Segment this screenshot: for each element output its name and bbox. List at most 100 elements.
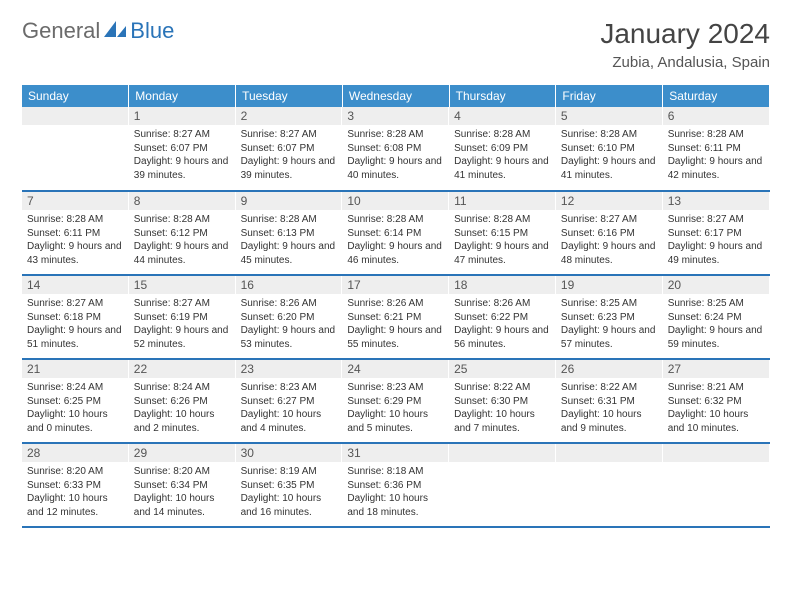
calendar-cell: 29Sunrise: 8:20 AMSunset: 6:34 PMDayligh… [129,443,236,527]
day-number: 2 [236,107,343,125]
calendar-cell: 24Sunrise: 8:23 AMSunset: 6:29 PMDayligh… [342,359,449,443]
day-content: Sunrise: 8:28 AMSunset: 6:08 PMDaylight:… [342,125,449,187]
calendar-cell: 22Sunrise: 8:24 AMSunset: 6:26 PMDayligh… [129,359,236,443]
weekday-header: Tuesday [236,85,343,107]
day-content: Sunrise: 8:20 AMSunset: 6:34 PMDaylight:… [129,462,236,524]
calendar-row: 1Sunrise: 8:27 AMSunset: 6:07 PMDaylight… [22,107,770,191]
day-number: 24 [342,360,449,378]
day-number: 14 [22,276,129,294]
day-content: Sunrise: 8:18 AMSunset: 6:36 PMDaylight:… [342,462,449,524]
day-content: Sunrise: 8:28 AMSunset: 6:14 PMDaylight:… [342,210,449,272]
day-number: 21 [22,360,129,378]
calendar-cell: 13Sunrise: 8:27 AMSunset: 6:17 PMDayligh… [663,191,770,275]
day-content: Sunrise: 8:28 AMSunset: 6:11 PMDaylight:… [663,125,770,187]
logo-text-general: General [22,18,100,44]
day-number: 19 [556,276,663,294]
day-content: Sunrise: 8:27 AMSunset: 6:07 PMDaylight:… [236,125,343,187]
page-title: January 2024 [600,18,770,50]
day-number: 16 [236,276,343,294]
title-block: January 2024 Zubia, Andalusia, Spain [600,18,770,71]
day-content: Sunrise: 8:24 AMSunset: 6:26 PMDaylight:… [129,378,236,440]
day-content: Sunrise: 8:24 AMSunset: 6:25 PMDaylight:… [22,378,129,440]
day-content: Sunrise: 8:28 AMSunset: 6:09 PMDaylight:… [449,125,556,187]
calendar-cell [556,443,663,527]
weekday-header: Wednesday [342,85,449,107]
calendar-table: SundayMondayTuesdayWednesdayThursdayFrid… [22,85,770,528]
calendar-cell: 15Sunrise: 8:27 AMSunset: 6:19 PMDayligh… [129,275,236,359]
calendar-cell: 2Sunrise: 8:27 AMSunset: 6:07 PMDaylight… [236,107,343,191]
day-number: 23 [236,360,343,378]
day-content: Sunrise: 8:25 AMSunset: 6:23 PMDaylight:… [556,294,663,356]
day-number: 18 [449,276,556,294]
day-number: 4 [449,107,556,125]
day-number: 30 [236,444,343,462]
day-content: Sunrise: 8:27 AMSunset: 6:19 PMDaylight:… [129,294,236,356]
day-content: Sunrise: 8:27 AMSunset: 6:17 PMDaylight:… [663,210,770,272]
day-number: 26 [556,360,663,378]
day-content: Sunrise: 8:27 AMSunset: 6:18 PMDaylight:… [22,294,129,356]
calendar-cell: 21Sunrise: 8:24 AMSunset: 6:25 PMDayligh… [22,359,129,443]
day-content: Sunrise: 8:28 AMSunset: 6:15 PMDaylight:… [449,210,556,272]
logo: General Blue [22,18,174,44]
calendar-cell: 20Sunrise: 8:25 AMSunset: 6:24 PMDayligh… [663,275,770,359]
day-number: 25 [449,360,556,378]
calendar-cell: 3Sunrise: 8:28 AMSunset: 6:08 PMDaylight… [342,107,449,191]
weekday-header: Sunday [22,85,129,107]
day-number-empty [22,107,129,125]
day-number: 31 [342,444,449,462]
calendar-cell: 6Sunrise: 8:28 AMSunset: 6:11 PMDaylight… [663,107,770,191]
calendar-row: 21Sunrise: 8:24 AMSunset: 6:25 PMDayligh… [22,359,770,443]
day-number: 28 [22,444,129,462]
day-number-empty [556,444,663,462]
day-content: Sunrise: 8:21 AMSunset: 6:32 PMDaylight:… [663,378,770,440]
calendar-cell [663,443,770,527]
day-content: Sunrise: 8:26 AMSunset: 6:21 PMDaylight:… [342,294,449,356]
weekday-header-row: SundayMondayTuesdayWednesdayThursdayFrid… [22,85,770,107]
day-number: 27 [663,360,770,378]
day-number: 7 [22,192,129,210]
day-content: Sunrise: 8:28 AMSunset: 6:11 PMDaylight:… [22,210,129,272]
weekday-header: Monday [129,85,236,107]
day-number: 29 [129,444,236,462]
day-content: Sunrise: 8:22 AMSunset: 6:31 PMDaylight:… [556,378,663,440]
calendar-cell: 16Sunrise: 8:26 AMSunset: 6:20 PMDayligh… [236,275,343,359]
day-number-empty [449,444,556,462]
calendar-cell: 19Sunrise: 8:25 AMSunset: 6:23 PMDayligh… [556,275,663,359]
day-content: Sunrise: 8:25 AMSunset: 6:24 PMDaylight:… [663,294,770,356]
calendar-cell: 10Sunrise: 8:28 AMSunset: 6:14 PMDayligh… [342,191,449,275]
calendar-cell: 30Sunrise: 8:19 AMSunset: 6:35 PMDayligh… [236,443,343,527]
calendar-cell: 7Sunrise: 8:28 AMSunset: 6:11 PMDaylight… [22,191,129,275]
day-content: Sunrise: 8:23 AMSunset: 6:29 PMDaylight:… [342,378,449,440]
calendar-cell: 18Sunrise: 8:26 AMSunset: 6:22 PMDayligh… [449,275,556,359]
day-number: 12 [556,192,663,210]
day-content: Sunrise: 8:28 AMSunset: 6:12 PMDaylight:… [129,210,236,272]
day-content: Sunrise: 8:20 AMSunset: 6:33 PMDaylight:… [22,462,129,524]
day-number-empty [663,444,770,462]
day-number: 3 [342,107,449,125]
day-number: 6 [663,107,770,125]
day-number: 20 [663,276,770,294]
calendar-cell: 14Sunrise: 8:27 AMSunset: 6:18 PMDayligh… [22,275,129,359]
calendar-cell: 11Sunrise: 8:28 AMSunset: 6:15 PMDayligh… [449,191,556,275]
day-number: 9 [236,192,343,210]
day-content: Sunrise: 8:27 AMSunset: 6:16 PMDaylight:… [556,210,663,272]
sail-icon [102,19,128,44]
day-content: Sunrise: 8:22 AMSunset: 6:30 PMDaylight:… [449,378,556,440]
calendar-row: 28Sunrise: 8:20 AMSunset: 6:33 PMDayligh… [22,443,770,527]
day-content: Sunrise: 8:19 AMSunset: 6:35 PMDaylight:… [236,462,343,524]
calendar-body: 1Sunrise: 8:27 AMSunset: 6:07 PMDaylight… [22,107,770,527]
weekday-header: Friday [556,85,663,107]
day-number: 15 [129,276,236,294]
calendar-cell [449,443,556,527]
location: Zubia, Andalusia, Spain [600,54,770,71]
day-content: Sunrise: 8:23 AMSunset: 6:27 PMDaylight:… [236,378,343,440]
calendar-cell: 1Sunrise: 8:27 AMSunset: 6:07 PMDaylight… [129,107,236,191]
calendar-row: 7Sunrise: 8:28 AMSunset: 6:11 PMDaylight… [22,191,770,275]
calendar-cell: 27Sunrise: 8:21 AMSunset: 6:32 PMDayligh… [663,359,770,443]
day-number: 11 [449,192,556,210]
day-number: 17 [342,276,449,294]
day-number: 13 [663,192,770,210]
calendar-cell: 12Sunrise: 8:27 AMSunset: 6:16 PMDayligh… [556,191,663,275]
calendar-row: 14Sunrise: 8:27 AMSunset: 6:18 PMDayligh… [22,275,770,359]
day-content: Sunrise: 8:26 AMSunset: 6:20 PMDaylight:… [236,294,343,356]
